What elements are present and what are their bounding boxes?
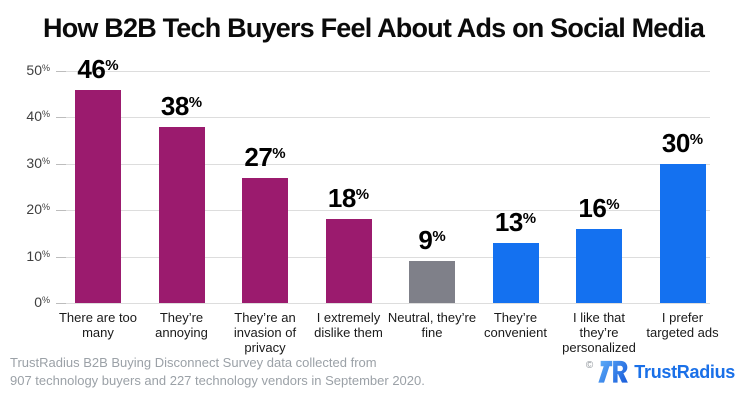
value-suffix: % <box>105 57 119 74</box>
bar-i-prefer-targeted-ads <box>659 164 706 303</box>
y-tick-value: 30 <box>26 154 42 171</box>
source-note-line-1: TrustRadius B2B Buying Disconnect Survey… <box>10 355 377 370</box>
y-tick-label-50: 50% <box>0 62 50 80</box>
value-label-i-prefer-targeted-ads: 30% <box>637 130 729 161</box>
bar-column-i-extremely-dislike-them: 18% <box>303 71 395 303</box>
value-label-they-re-annoying: 38% <box>136 93 228 124</box>
y-axis-tick-20 <box>56 210 66 212</box>
y-tick-value: 20 <box>26 201 42 218</box>
bar-they-re-an-invasion-of-privacy <box>242 178 288 303</box>
bar-i-like-that-they-re-personalized <box>576 229 622 303</box>
y-tick-suffix: % <box>41 202 50 213</box>
gridline-30 <box>64 163 710 165</box>
value-label-i-extremely-dislike-them: 18% <box>303 185 395 216</box>
bar-column-they-re-annoying: 38% <box>136 71 228 303</box>
plot-area: 0% 10% 20% 30% 40% 50% 46% There are too many 38… <box>26 56 718 355</box>
bar-i-extremely-dislike-them <box>325 219 372 303</box>
y-tick-suffix: % <box>41 155 50 166</box>
value-suffix: % <box>188 94 203 111</box>
gridline-20 <box>64 210 710 212</box>
y-tick-label-40: 40% <box>0 108 50 126</box>
y-tick-label-20: 20% <box>0 201 50 219</box>
value-suffix: % <box>522 210 537 227</box>
y-axis-tick-40 <box>56 117 66 119</box>
bar-column-i-like-that-they-re-personalized: 16% <box>553 71 645 303</box>
y-axis-tick-30 <box>56 163 66 165</box>
gridline-0 <box>64 303 710 304</box>
category-label-they-re-convenient: They’re convenient <box>484 310 547 340</box>
value-suffix: % <box>606 196 620 213</box>
value-label-neutral-they-re-fine: 9% <box>386 227 478 258</box>
value-suffix: % <box>432 228 446 245</box>
category-label-i-prefer-targeted-ads: I prefer targeted ads <box>646 310 719 340</box>
y-tick-label-0: 0% <box>0 294 50 312</box>
value-label-i-like-that-they-re-personalized: 16% <box>553 195 645 226</box>
source-note: TrustRadius B2B Buying Disconnect Survey… <box>10 354 425 390</box>
gridline-50 <box>64 71 710 72</box>
bar-column-there-are-too-many: 46% <box>52 56 144 303</box>
bar-there-are-too-many <box>75 90 121 303</box>
y-tick-label-10: 10% <box>0 248 50 266</box>
y-tick-suffix: % <box>41 109 50 120</box>
value-number: 46 <box>77 54 106 84</box>
chart-title: How B2B Tech Buyers Feel About Ads on So… <box>43 13 705 43</box>
y-axis-tick-0 <box>56 303 66 304</box>
source-note-line-2: 907 technology buyers and 227 technology… <box>10 373 425 388</box>
y-axis-tick-10 <box>56 256 66 258</box>
y-tick-value: 0 <box>34 294 42 310</box>
category-label-i-extremely-dislike-them: I extremely dislike them <box>314 310 383 340</box>
value-number: 13 <box>494 207 523 237</box>
value-suffix: % <box>689 131 704 148</box>
category-label-they-re-an-invasion-of-privacy: They’re an invasion of privacy <box>233 310 297 355</box>
y-tick-label-30: 30% <box>0 155 50 173</box>
value-suffix: % <box>355 186 370 203</box>
category-label-they-re-annoying: They’re annoying <box>155 310 208 340</box>
value-label-they-re-an-invasion-of-privacy: 27% <box>219 144 311 175</box>
category-label-there-are-too-many: There are too many <box>58 310 138 340</box>
value-label-there-are-too-many: 46% <box>52 56 144 87</box>
value-number: 18 <box>327 183 356 213</box>
bar-they-re-convenient <box>492 243 539 303</box>
y-tick-suffix: % <box>41 63 50 73</box>
value-number: 38 <box>160 91 189 121</box>
bar-column-they-re-convenient: 13% <box>470 71 562 303</box>
y-tick-suffix: % <box>41 248 50 259</box>
gridline-10 <box>64 256 710 258</box>
brand-name: TrustRadius <box>634 361 735 382</box>
bar-column-i-prefer-targeted-ads: 30% <box>637 71 729 303</box>
gridline-40 <box>64 117 710 119</box>
bar-neutral-they-re-fine <box>409 261 455 303</box>
y-tick-suffix: % <box>41 295 50 305</box>
value-suffix: % <box>272 145 286 162</box>
trustradius-mark-icon <box>598 360 629 383</box>
value-number: 16 <box>578 193 607 223</box>
bar-column-they-re-an-invasion-of-privacy: 27% <box>219 71 311 303</box>
value-number: 9 <box>418 225 433 255</box>
copyright-symbol: © <box>585 360 594 371</box>
value-number: 27 <box>244 142 273 172</box>
trustradius-logo: © TrustRadius <box>586 359 735 385</box>
value-number: 30 <box>661 128 690 158</box>
y-tick-value: 10 <box>26 247 42 264</box>
y-axis-tick-50 <box>56 71 66 72</box>
category-label-i-like-that-they-re-personalized: I like that they’re personalized <box>562 310 636 355</box>
y-tick-value: 40 <box>26 108 42 125</box>
bar-column-neutral-they-re-fine: 9% <box>386 71 478 303</box>
bar-they-re-annoying <box>158 127 205 303</box>
value-label-they-re-convenient: 13% <box>470 209 562 240</box>
y-tick-value: 50 <box>26 62 42 78</box>
category-label-neutral-they-re-fine: Neutral, they’re fine <box>387 310 477 340</box>
